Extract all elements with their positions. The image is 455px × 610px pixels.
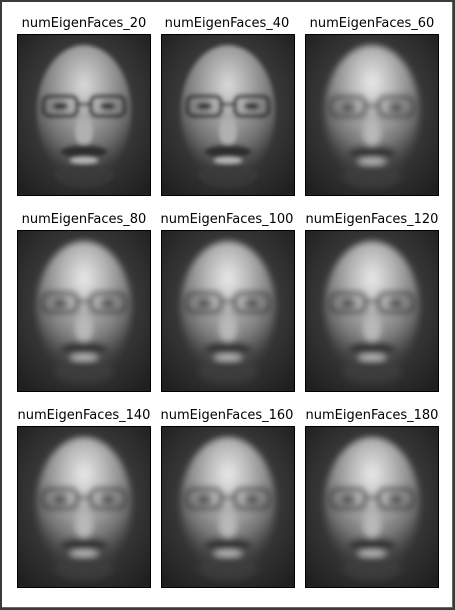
face-image-panel — [305, 230, 439, 392]
face-image — [306, 427, 438, 587]
face-image-panel — [161, 230, 295, 392]
panel-title: numEigenFaces_20 — [21, 16, 147, 31]
panel-title: numEigenFaces_60 — [309, 16, 435, 31]
face-image — [306, 231, 438, 391]
face-image-panel — [305, 426, 439, 588]
face-image — [306, 35, 438, 195]
panel-title: numEigenFaces_140 — [17, 408, 151, 423]
face-image — [162, 35, 294, 195]
panel-title: numEigenFaces_120 — [305, 212, 439, 227]
face-image-panel — [161, 34, 295, 196]
face-image-panel — [17, 426, 151, 588]
face-image — [162, 427, 294, 587]
face-image-panel — [17, 230, 151, 392]
face-image — [18, 35, 150, 195]
panel-title: numEigenFaces_160 — [160, 408, 294, 423]
panel-title: numEigenFaces_100 — [160, 212, 294, 227]
face-image — [162, 231, 294, 391]
panel-title: numEigenFaces_80 — [21, 212, 147, 227]
panel-title: numEigenFaces_40 — [164, 16, 290, 31]
face-image-panel — [17, 34, 151, 196]
panel-title: numEigenFaces_180 — [305, 408, 439, 423]
face-image — [18, 427, 150, 587]
face-image-panel — [161, 426, 295, 588]
face-image-panel — [305, 34, 439, 196]
face-image — [18, 231, 150, 391]
